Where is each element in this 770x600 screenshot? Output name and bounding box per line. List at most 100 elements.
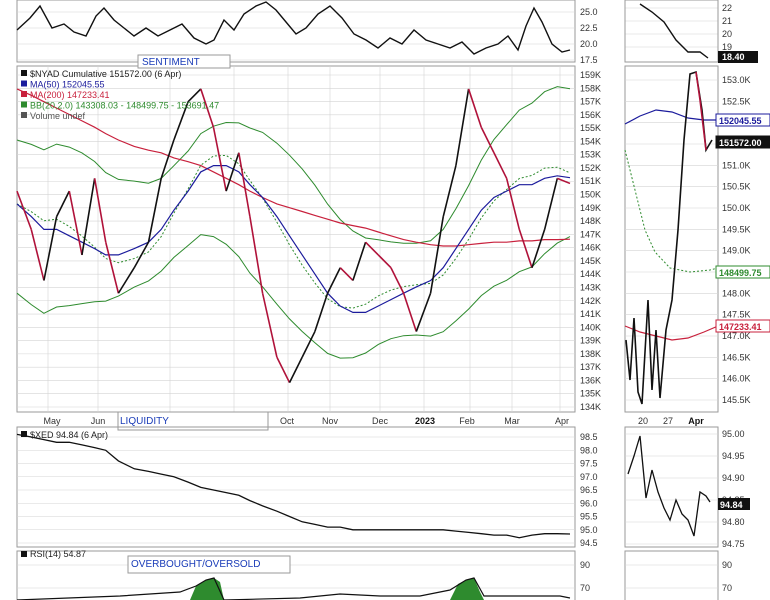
bb-middle-line: [16, 154, 571, 309]
price-segment: [493, 152, 508, 179]
legend-price: $NYAD Cumulative 151572.00 (6 Apr): [30, 69, 181, 79]
rsi-grid: 90 70: [17, 560, 590, 593]
top-panel-grid: 25.0 22.5 20.0 17.5: [17, 7, 598, 65]
zoom-tick-label: 146.0K: [722, 374, 751, 384]
rsi-fill: [190, 578, 224, 600]
top-zoom-tick-label: 20: [722, 29, 732, 39]
ma50-line: [16, 165, 571, 313]
liquidity-zoom-tick-label: 95.00: [722, 429, 745, 439]
main-panel-grid: 159K 158K 157K 156K 155K 154K 153K 152K 151K 150K…: [17, 66, 601, 412]
main-tick-label: 152K: [580, 163, 601, 173]
main-legend: $NYAD Cumulative 151572.00 (6 Apr)MA(50)…: [21, 69, 219, 121]
main-tick-label: 155K: [580, 123, 601, 133]
price-segment: [133, 241, 150, 269]
main-tick-label: 150K: [580, 190, 601, 200]
zoom-tick-label: 149.0K: [722, 246, 751, 256]
liquidity-panel-frame: [16, 426, 576, 548]
zoom-tick-label: 148.0K: [722, 288, 751, 298]
zoom-price-down-segment: [695, 71, 707, 151]
top-zoom-tick-label: 22: [722, 3, 732, 13]
legend-swatch-price: [21, 70, 27, 76]
liquidity-legend: $XED 94.84 (6 Apr): [30, 430, 108, 440]
price-segment: [377, 254, 392, 269]
price-segment: [16, 190, 33, 230]
main-tick-label: 147K: [580, 229, 601, 239]
liquidity-box-label: LIQUIDITY: [120, 416, 169, 427]
main-tick-label: 137K: [580, 362, 601, 372]
price-segment: [402, 292, 418, 332]
price-segment: [81, 178, 96, 256]
main-tick-label: 139K: [580, 336, 601, 346]
price-segment: [352, 241, 367, 281]
overbought-box-label: OVERBOUGHT/OVERSOLD: [131, 559, 260, 570]
price-segment: [212, 127, 227, 192]
price-segment: [117, 267, 135, 294]
price-segment: [225, 152, 240, 192]
zoom-tag-price: [715, 135, 770, 149]
overbought-box: [127, 555, 291, 574]
liquidity-tick-label: 97.5: [580, 459, 598, 469]
main-panel-frame: [16, 65, 576, 413]
zoom-x-label: 20: [638, 416, 648, 426]
liquidity-zoom-tick-label: 94.80: [722, 517, 745, 527]
x-label: Feb: [459, 416, 475, 426]
rsi-zoom-tick-label: 90: [722, 560, 732, 570]
price-segment: [93, 178, 107, 243]
price-segment: [249, 216, 264, 294]
liquidity-tick-label: 95.5: [580, 512, 598, 522]
rsi-tick-label: 90: [580, 560, 590, 570]
price-segment: [55, 190, 71, 217]
x-label: Oct: [280, 416, 295, 426]
rsi-fill-feb: [450, 578, 484, 600]
main-tick-label: 149K: [580, 203, 601, 213]
liquidity-tick-label: 98.0: [580, 445, 598, 455]
x-label: Jun: [91, 416, 106, 426]
zoom-tick-label: 150.0K: [722, 203, 751, 213]
price-segment: [365, 241, 379, 256]
main-tick-label: 136K: [580, 375, 601, 385]
liquidity-tick-label: 95.0: [580, 525, 598, 535]
price-segment: [43, 216, 58, 281]
x-label: 2023: [415, 416, 435, 426]
top-tick-label: 20.0: [580, 39, 598, 49]
legend-swatch-bb: [21, 101, 27, 108]
top-zoom-tick-label: 21: [722, 16, 732, 26]
liquidity-last-tag: [718, 498, 750, 510]
price-segment: [543, 178, 559, 230]
zoom-tick-label: 147.0K: [722, 331, 751, 341]
price-segment: [30, 229, 45, 281]
zoom-tick-label: 146.5K: [722, 352, 751, 362]
liquidity-tick-label: 94.5: [580, 538, 598, 548]
top-last-tag: [718, 51, 758, 63]
legend-volume: Volume undef: [30, 111, 86, 121]
x-label: Dec: [372, 416, 389, 426]
liquidity-tick-label: 98.5: [580, 432, 598, 442]
rsi-zoom-tick-label: 70: [722, 583, 732, 593]
top-zoom-frame: [624, 0, 719, 63]
price-segment: [415, 292, 432, 332]
top-panel-frame: [16, 0, 576, 63]
main-tick-label: 142K: [580, 296, 601, 306]
price-segment: [442, 165, 457, 217]
x-label: Mar: [504, 416, 520, 426]
price-segment: [518, 229, 533, 268]
x-label: May: [43, 416, 61, 426]
x-axis-labels: May Jun Oct Nov Dec 2023 Feb Mar Apr 20 27 Apr: [43, 416, 704, 426]
zoom-tick-label: 149.5K: [722, 224, 751, 234]
legend-swatch-ma200: [21, 91, 27, 97]
rsi-line: [16, 577, 571, 600]
price-segment: [326, 267, 341, 294]
zoom-tick-label: 145.5K: [722, 395, 751, 405]
liquidity-tick-label: 97.0: [580, 472, 598, 482]
zoom-tag-label-bb_mid: 148499.75: [719, 268, 762, 278]
main-tick-label: 153K: [580, 150, 601, 160]
legend-ma200: MA(200) 147233.41: [30, 90, 110, 100]
main-tick-label: 159K: [580, 70, 601, 80]
main-tick-label: 141K: [580, 309, 601, 319]
top-tick-label: 25.0: [580, 7, 598, 17]
main-tick-label: 151K: [580, 176, 601, 186]
zoom-tag-label-price: 151572.00: [719, 138, 762, 148]
liquidity-box: [117, 411, 269, 431]
price-segment: [557, 177, 571, 185]
